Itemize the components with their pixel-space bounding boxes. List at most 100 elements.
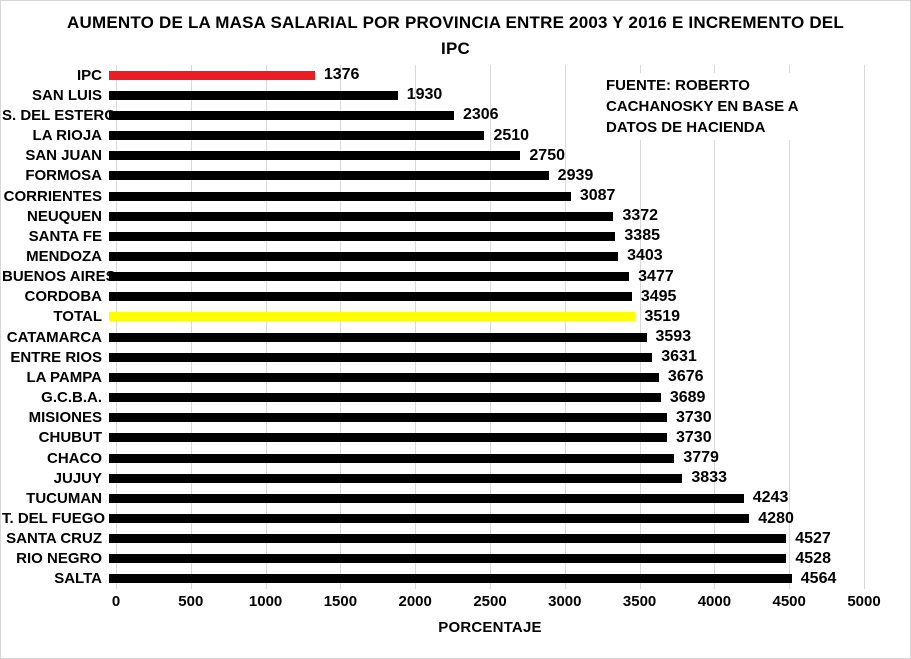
value-label: 4564 [800, 569, 837, 587]
x-axis-tick: 1000 [248, 593, 283, 610]
x-axis-tick: 2000 [398, 593, 432, 610]
bar-track: 3495 [109, 287, 857, 307]
bar-row: LA PAMPA 3676 [2, 367, 910, 387]
value-label: 3593 [655, 328, 692, 346]
category-label: SAN LUIS [31, 86, 102, 104]
category-label: TUCUMAN [26, 489, 102, 507]
bar-rio-negro [109, 554, 787, 564]
gridline [490, 65, 491, 589]
bar-entre-rios [109, 352, 653, 362]
value-label: 1376 [323, 66, 360, 84]
category-label: JUJUY [53, 469, 102, 487]
bar-track: 3779 [109, 448, 857, 468]
bar-track: 3730 [109, 408, 857, 428]
bar-track: 2750 [109, 146, 857, 166]
bar-row: MISIONES 3730 [2, 408, 910, 428]
chart-title: AUMENTO DE LA MASA SALARIAL POR PROVINCI… [41, 10, 870, 62]
gridline [116, 65, 117, 589]
value-label: 3477 [638, 267, 674, 285]
value-label: 3495 [640, 287, 677, 305]
bar-row: TUCUMAN 4243 [2, 488, 910, 508]
x-axis-tick: 3000 [548, 593, 582, 610]
bar-row: CORDOBA 3495 [2, 287, 910, 307]
category-label: SANTA FE [28, 227, 102, 245]
x-axis: 0 500 1000 1500 2000 2500 3000 3500 4000 4500 5000 [112, 593, 881, 611]
x-axis-tick: 0 [111, 593, 121, 610]
bar-track: 2939 [109, 166, 857, 186]
bar-row: CHACO 3779 [2, 448, 910, 468]
category-label: RIO NEGRO [16, 550, 102, 568]
category-label: CORRIENTES [3, 187, 102, 205]
bar-row: G.C.B.A. 3689 [2, 388, 910, 408]
bar-row: RIO NEGRO 4528 [2, 549, 910, 569]
bar-row: NEUQUEN 3372 [2, 206, 910, 226]
bar-track: 3730 [109, 428, 857, 448]
bar-rows: IPC 1376 SAN LUIS 1930 S. DEL ESTERO 2306 LA R… [2, 65, 910, 589]
value-label: 3730 [676, 408, 712, 426]
plot-area [116, 65, 865, 589]
bar-track: 3403 [109, 246, 857, 266]
bar-chaco [109, 453, 675, 463]
bar-track: 3385 [109, 226, 857, 246]
bar-neuquen [109, 211, 614, 221]
value-label: 1930 [406, 86, 443, 104]
category-label: MENDOZA [26, 247, 102, 265]
bar-track: 3689 [109, 388, 857, 408]
category-label: S. DEL ESTERO [2, 106, 116, 124]
bar-row: SAN LUIS 1930 [2, 85, 910, 105]
gridline [190, 65, 192, 589]
bar-row: FORMOSA 2939 [2, 166, 910, 186]
bar-santa-cruz [109, 534, 787, 544]
category-label: CATAMARCA [6, 328, 102, 346]
category-label: CHACO [47, 449, 102, 467]
category-label: CORDOBA [24, 288, 103, 306]
bar-row: TOTAL 3519 [2, 307, 910, 327]
category-label: G.C.B.A. [41, 389, 102, 407]
value-label: 2750 [529, 146, 565, 164]
value-label: 3385 [624, 227, 660, 245]
bar-row: CORRIENTES 3087 [2, 186, 910, 206]
bar-san-luis [109, 90, 398, 100]
category-label: CHUBUT [38, 429, 102, 447]
x-axis-title: PORCENTAJE [438, 619, 542, 636]
category-label: LA RIOJA [32, 127, 102, 145]
bar-row: SANTA FE 3385 [2, 226, 910, 246]
source-note: FUENTE: ROBERTO CACHANOSKY EN BASE A DAT… [602, 73, 803, 140]
source-note-line1: FUENTE: ROBERTO [606, 77, 750, 94]
x-axis-tick: 500 [178, 593, 204, 610]
bar-track: 3676 [109, 367, 857, 387]
bar-track: 3087 [109, 186, 857, 206]
bar-track: 3372 [109, 206, 857, 226]
bar-track: 4564 [109, 569, 857, 589]
value-label: 3833 [691, 469, 727, 487]
category-label: SANTA CRUZ [6, 530, 102, 548]
bar-t-del-fuego [109, 514, 750, 524]
bar-row: LA RIOJA 2510 [2, 125, 910, 145]
gridline [415, 65, 417, 589]
x-axis-tick: 1500 [323, 593, 358, 610]
bar-track: 2306 [109, 105, 857, 125]
x-axis-tick: 2500 [473, 593, 507, 610]
bar-mendoza [109, 251, 619, 261]
x-axis-tick: 3500 [622, 593, 657, 610]
value-label: 3519 [644, 307, 681, 325]
bar-la-pampa [109, 372, 659, 382]
bar-row: CATAMARCA 3593 [2, 327, 910, 347]
category-label: ENTRE RIOS [10, 348, 102, 366]
source-note-line3: DATOS DE HACIENDA [606, 119, 766, 136]
value-label: 3676 [667, 368, 704, 386]
bar-track: 3833 [109, 468, 857, 488]
bar-g-c-b-a [109, 393, 661, 403]
bar-row: SAN JUAN 2750 [2, 146, 910, 166]
value-label: 3372 [622, 207, 659, 225]
bar-track: 3519 [109, 307, 857, 327]
bar-row: IPC 1376 [2, 65, 910, 85]
bar-row: CHUBUT 3730 [2, 428, 910, 448]
bar-misiones [109, 413, 667, 423]
category-label: NEUQUEN [26, 207, 102, 225]
bar-la-rioja [109, 131, 485, 141]
bar-santa-fe [109, 231, 616, 241]
bar-corrientes [109, 191, 571, 201]
bar-row: JUJUY 3833 [2, 468, 910, 488]
